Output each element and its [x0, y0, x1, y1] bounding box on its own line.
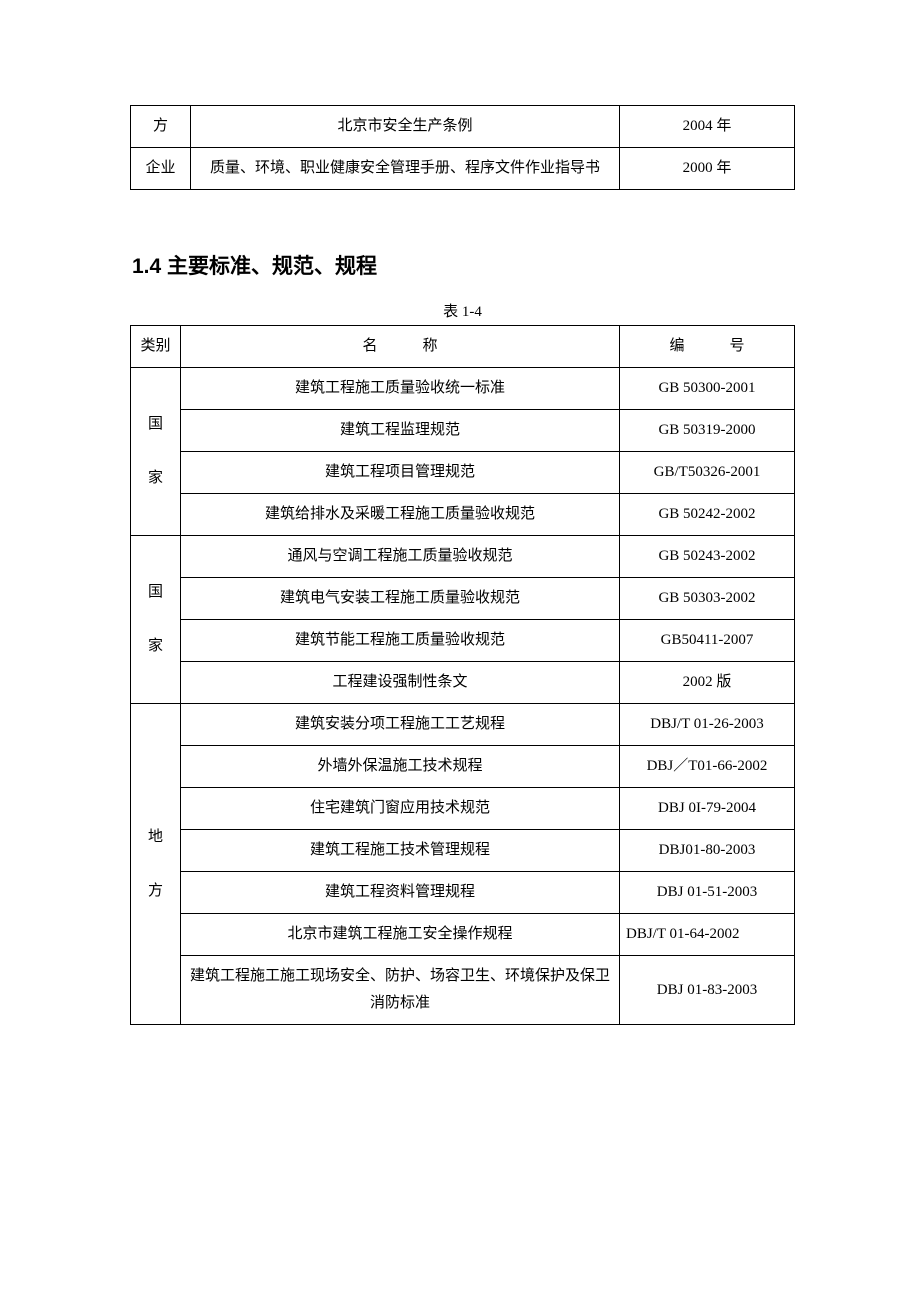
table-row: 工程建设强制性条文 2002 版	[131, 662, 795, 704]
cell-name: 建筑工程施工技术管理规程	[181, 830, 620, 872]
cell-number: DBJ 0I-79-2004	[620, 788, 795, 830]
table-row: 住宅建筑门窗应用技术规范 DBJ 0I-79-2004	[131, 788, 795, 830]
cell-number: DBJ 01-83-2003	[620, 956, 795, 1025]
cell-name: 建筑工程监理规范	[181, 410, 620, 452]
cell-number: GB 50319-2000	[620, 410, 795, 452]
cell-number: DBJ／T01-66-2002	[620, 746, 795, 788]
table-row: 建筑工程项目管理规范 GB/T50326-2001	[131, 452, 795, 494]
cell-name: 住宅建筑门窗应用技术规范	[181, 788, 620, 830]
cell-name: 北京市安全生产条例	[191, 106, 620, 148]
header-category: 类别	[131, 326, 181, 368]
cell-name: 建筑工程项目管理规范	[181, 452, 620, 494]
table-row: 外墙外保温施工技术规程 DBJ／T01-66-2002	[131, 746, 795, 788]
regulations-table-top: 方 北京市安全生产条例 2004 年 企业 质量、环境、职业健康安全管理手册、程…	[130, 105, 795, 190]
cell-number: 2000 年	[620, 148, 795, 190]
cell-number: DBJ/T 01-64-2002	[620, 914, 795, 956]
cell-number: 2002 版	[620, 662, 795, 704]
cell-number: GB 50242-2002	[620, 494, 795, 536]
table-row: 方 北京市安全生产条例 2004 年	[131, 106, 795, 148]
cell-number: GB50411-2007	[620, 620, 795, 662]
cell-name: 建筑电气安装工程施工质量验收规范	[181, 578, 620, 620]
table-row: 建筑工程监理规范 GB 50319-2000	[131, 410, 795, 452]
cell-number: GB 50300-2001	[620, 368, 795, 410]
cell-category: 方	[131, 106, 191, 148]
cell-name: 质量、环境、职业健康安全管理手册、程序文件作业指导书	[191, 148, 620, 190]
cell-name: 建筑工程施工质量验收统一标准	[181, 368, 620, 410]
cell-number: GB 50303-2002	[620, 578, 795, 620]
cell-name: 建筑节能工程施工质量验收规范	[181, 620, 620, 662]
cell-number: GB/T50326-2001	[620, 452, 795, 494]
cell-name: 建筑给排水及采暖工程施工质量验收规范	[181, 494, 620, 536]
cell-name: 北京市建筑工程施工安全操作规程	[181, 914, 620, 956]
cell-number: DBJ 01-51-2003	[620, 872, 795, 914]
cell-category: 企业	[131, 148, 191, 190]
cell-name: 建筑工程施工施工现场安全、防护、场容卫生、环境保护及保卫消防标准	[181, 956, 620, 1025]
cell-category-national: 国家	[131, 368, 181, 536]
table-row: 国家 建筑工程施工质量验收统一标准 GB 50300-2001	[131, 368, 795, 410]
table-caption: 表 1-4	[130, 300, 795, 321]
cell-number: 2004 年	[620, 106, 795, 148]
table-row: 建筑工程施工技术管理规程 DBJ01-80-2003	[131, 830, 795, 872]
cell-number: DBJ/T 01-26-2003	[620, 704, 795, 746]
cell-name: 工程建设强制性条文	[181, 662, 620, 704]
table-header-row: 类别 名 称 编 号	[131, 326, 795, 368]
table-row: 建筑工程资料管理规程 DBJ 01-51-2003	[131, 872, 795, 914]
cell-name: 通风与空调工程施工质量验收规范	[181, 536, 620, 578]
cell-name: 建筑工程资料管理规程	[181, 872, 620, 914]
table-row: 地方 建筑安装分项工程施工工艺规程 DBJ/T 01-26-2003	[131, 704, 795, 746]
cell-category-national-b: 国家	[131, 536, 181, 704]
section-heading: 1.4 主要标准、规范、规程	[130, 250, 795, 280]
cell-category-local: 地方	[131, 704, 181, 1025]
table-row: 国家 通风与空调工程施工质量验收规范 GB 50243-2002	[131, 536, 795, 578]
table-row: 建筑电气安装工程施工质量验收规范 GB 50303-2002	[131, 578, 795, 620]
cell-name: 建筑安装分项工程施工工艺规程	[181, 704, 620, 746]
table-row: 建筑给排水及采暖工程施工质量验收规范 GB 50242-2002	[131, 494, 795, 536]
header-number: 编 号	[620, 326, 795, 368]
header-name: 名 称	[181, 326, 620, 368]
table-row: 北京市建筑工程施工安全操作规程 DBJ/T 01-64-2002	[131, 914, 795, 956]
table-row: 建筑工程施工施工现场安全、防护、场容卫生、环境保护及保卫消防标准 DBJ 01-…	[131, 956, 795, 1025]
table-row: 建筑节能工程施工质量验收规范 GB50411-2007	[131, 620, 795, 662]
table-row: 企业 质量、环境、职业健康安全管理手册、程序文件作业指导书 2000 年	[131, 148, 795, 190]
cell-number: DBJ01-80-2003	[620, 830, 795, 872]
standards-table: 类别 名 称 编 号 国家 建筑工程施工质量验收统一标准 GB 50300-20…	[130, 325, 795, 1025]
cell-number: GB 50243-2002	[620, 536, 795, 578]
cell-name: 外墙外保温施工技术规程	[181, 746, 620, 788]
